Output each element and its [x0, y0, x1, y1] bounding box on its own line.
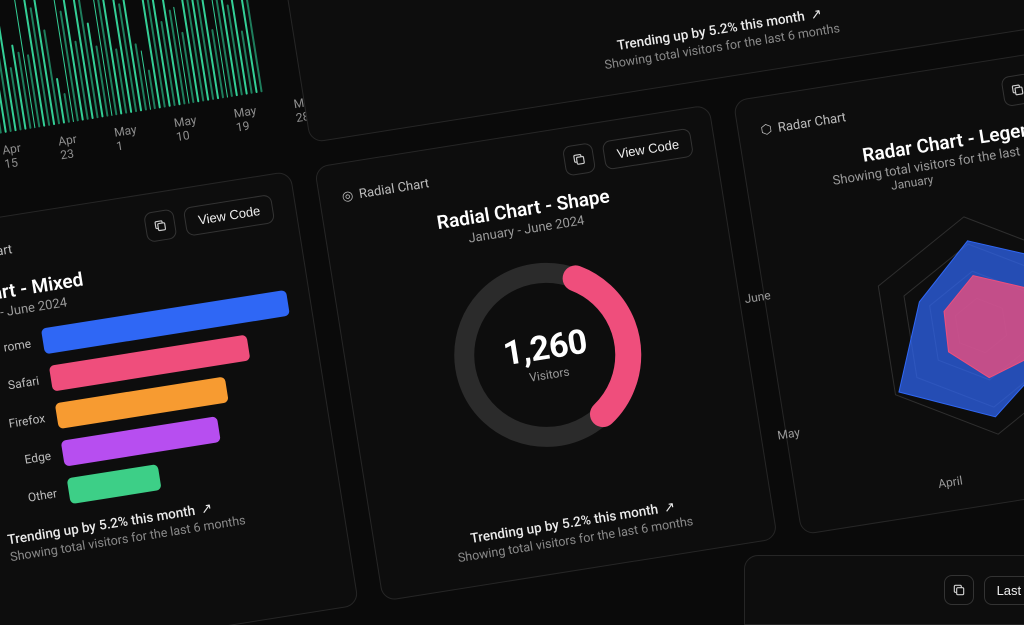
hbar-label: Other — [0, 486, 58, 509]
view-code-button[interactable]: View Code — [183, 194, 275, 237]
radar-plot: JanuaryFebruaryMarchAprilMayJune — [774, 158, 1024, 493]
radar-icon: ⬡ — [760, 121, 774, 138]
hbar-label: Safari — [0, 374, 40, 397]
view-code-button[interactable]: View Code — [602, 127, 694, 170]
x-label: May 1 — [113, 122, 140, 153]
hbar-card: ▦ Chart View Code Chart - Mixed uary - J… — [0, 171, 359, 625]
x-label: Apr 23 — [57, 132, 80, 163]
copy-button[interactable] — [1001, 73, 1024, 107]
last3-button[interactable]: Last 3 — [984, 576, 1024, 605]
hbar-label: rome — [0, 336, 32, 358]
hbar-label: Edge — [0, 449, 52, 472]
card-tag: ◎ Radial Chart — [341, 176, 430, 205]
trend-up-icon: ↗ — [200, 500, 214, 518]
trend-up-icon: ↗ — [663, 499, 677, 517]
card-tag: ▦ Chart — [0, 242, 13, 265]
copy-button[interactable] — [944, 575, 974, 605]
copy-button[interactable] — [143, 208, 177, 242]
x-label: Apr 15 — [1, 141, 24, 172]
card-tag: ⬡ Radar Chart — [760, 110, 847, 138]
radar-card: ⬡ Radar Chart View Code Radar Chart - Le… — [733, 35, 1024, 535]
radial-ring: 1,260 Visitors — [438, 246, 655, 463]
x-label: May 10 — [173, 113, 200, 144]
x-label: May 19 — [233, 103, 260, 134]
radial-value: 1,260 — [501, 322, 590, 375]
radar-axis-label: May — [777, 426, 802, 443]
trend-up-icon: ↗ — [809, 6, 823, 24]
copy-button[interactable] — [562, 142, 596, 176]
hbar-bar — [67, 464, 162, 504]
radar-axis-label: April — [937, 474, 963, 492]
hbar-label: Firefox — [0, 411, 46, 434]
top-bar-chart: r 7Apr 15Apr 23May 1May 10May 19May 28Ju… — [0, 0, 287, 203]
radial-icon: ◎ — [341, 188, 355, 205]
radar-axis-label: June — [744, 289, 772, 307]
hbar-rows: rome Safari Firefox Edge Other — [0, 290, 314, 515]
radial-card: ◎ Radial Chart View Code Radial Chart - … — [314, 104, 778, 601]
